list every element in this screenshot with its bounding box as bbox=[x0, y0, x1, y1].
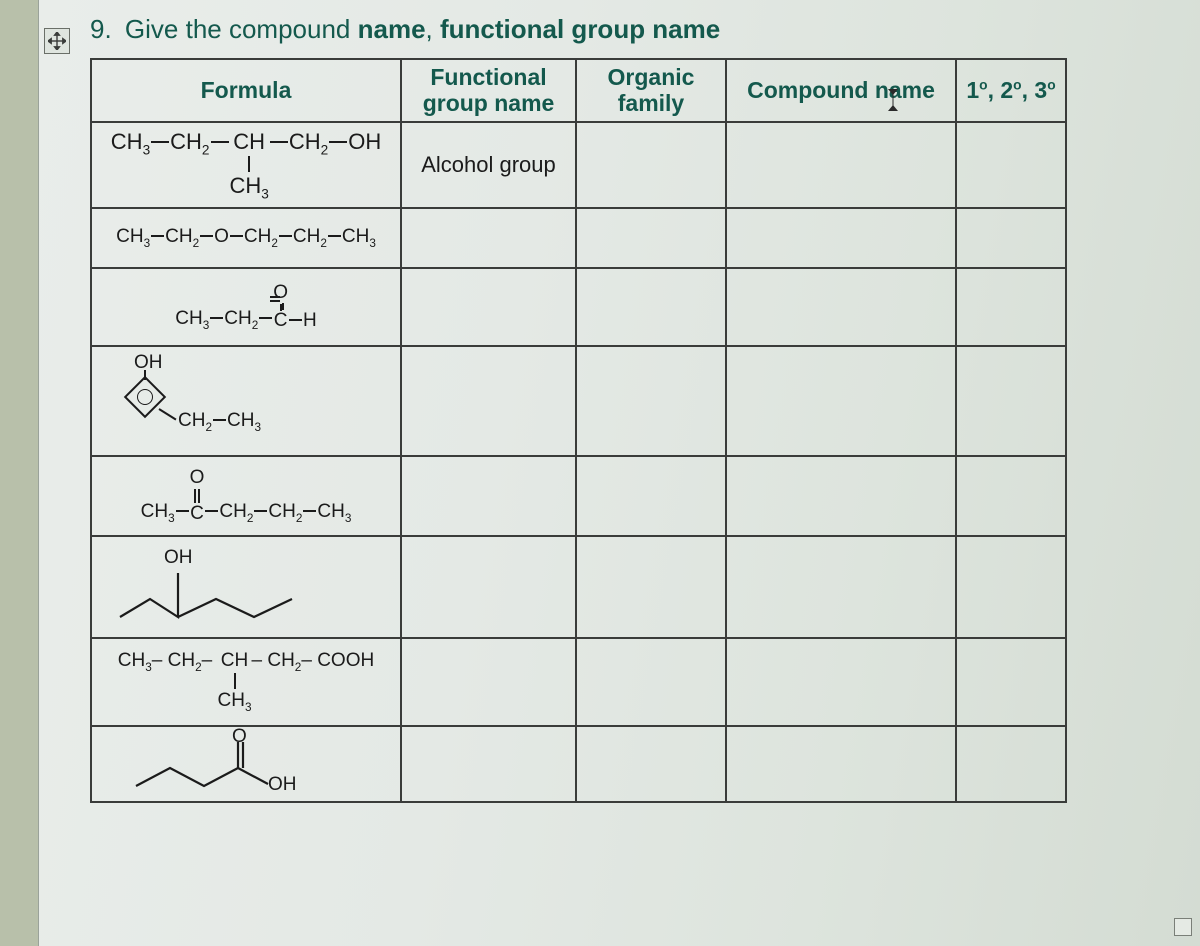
family-cell[interactable] bbox=[576, 456, 726, 536]
fg-cell[interactable] bbox=[401, 208, 576, 268]
table-row: CH3– CH2– CHCH3 – CH2– COOH bbox=[91, 638, 1066, 726]
compound-cell[interactable] bbox=[726, 268, 956, 346]
degree-cell[interactable] bbox=[956, 268, 1066, 346]
degree-cell[interactable] bbox=[956, 122, 1066, 208]
formula-2: CH3CH2OCH2CH2CH3 bbox=[98, 226, 394, 250]
compound-table: Formula Functional group name Organic fa… bbox=[90, 58, 1067, 803]
table-row: CH3CH2 O C H bbox=[91, 268, 1066, 346]
formula-cell: CH3– CH2– CHCH3 – CH2– COOH bbox=[91, 638, 401, 726]
fg-cell[interactable] bbox=[401, 268, 576, 346]
title-mid: , bbox=[426, 14, 440, 44]
compound-cell[interactable] bbox=[726, 536, 956, 638]
family-cell[interactable] bbox=[576, 346, 726, 456]
acid-oh: OH bbox=[268, 774, 297, 796]
resize-corner-icon[interactable] bbox=[1174, 918, 1192, 936]
fg-cell[interactable] bbox=[401, 726, 576, 802]
family-cell[interactable] bbox=[576, 536, 726, 638]
col-header-degree: 1o, 2o, 3o bbox=[956, 59, 1066, 122]
formula-cell: O OH bbox=[91, 726, 401, 802]
degree-cell[interactable] bbox=[956, 456, 1066, 536]
formula-cell: OH CH2CH3 bbox=[91, 346, 401, 456]
title-prefix: Give the compound bbox=[125, 14, 358, 44]
col-header-compound: Compound name bbox=[726, 59, 956, 122]
degree-cell[interactable] bbox=[956, 346, 1066, 456]
compound-cell[interactable] bbox=[726, 122, 956, 208]
fg-text-1: Alcohol group bbox=[421, 152, 556, 177]
compound-cell[interactable] bbox=[726, 208, 956, 268]
title-bold-name: name bbox=[358, 14, 426, 44]
table-header-row: Formula Functional group name Organic fa… bbox=[91, 59, 1066, 122]
move-handle-icon[interactable] bbox=[44, 28, 70, 54]
acid-o: O bbox=[232, 726, 247, 748]
col-header-family: Organic family bbox=[576, 59, 726, 122]
formula-cell: CH3CH2 CHCH3 CH2OH bbox=[91, 122, 401, 208]
formula-6: OH bbox=[108, 543, 318, 631]
fg-cell[interactable]: Alcohol group bbox=[401, 122, 576, 208]
degree-cell[interactable] bbox=[956, 536, 1066, 638]
col-header-fg-l1: Functional bbox=[430, 64, 546, 90]
fg-cell[interactable] bbox=[401, 638, 576, 726]
fg-cell[interactable] bbox=[401, 346, 576, 456]
col-header-fg: Functional group name bbox=[401, 59, 576, 122]
formula-8: O OH bbox=[128, 732, 328, 796]
family-cell[interactable] bbox=[576, 726, 726, 802]
formula-cell: OH bbox=[91, 536, 401, 638]
family-cell[interactable] bbox=[576, 638, 726, 726]
fg-cell[interactable] bbox=[401, 456, 576, 536]
compound-cell[interactable] bbox=[726, 456, 956, 536]
title-bold-fg: functional group name bbox=[440, 14, 720, 44]
table-row: CH3 O C CH2CH2CH3 bbox=[91, 456, 1066, 536]
formula-3: CH3CH2 O C H bbox=[175, 282, 317, 332]
col-header-fg-l2: group name bbox=[423, 90, 555, 116]
degree-cell[interactable] bbox=[956, 208, 1066, 268]
degree-cell[interactable] bbox=[956, 638, 1066, 726]
question-title: 9. Give the compound name, functional gr… bbox=[90, 14, 720, 45]
table-row: O OH bbox=[91, 726, 1066, 802]
formula-cell: CH3CH2 O C H bbox=[91, 268, 401, 346]
table-row: OH bbox=[91, 536, 1066, 638]
formula-cell: CH3CH2OCH2CH2CH3 bbox=[91, 208, 401, 268]
degree-cell[interactable] bbox=[956, 726, 1066, 802]
col-header-family-l1: Organic bbox=[608, 64, 695, 90]
family-cell[interactable] bbox=[576, 208, 726, 268]
formula-cell: CH3 O C CH2CH2CH3 bbox=[91, 456, 401, 536]
compound-cell[interactable] bbox=[726, 638, 956, 726]
text-cursor-icon bbox=[885, 90, 901, 110]
family-cell[interactable] bbox=[576, 122, 726, 208]
table-row: CH3CH2 CHCH3 CH2OH Alcohol group bbox=[91, 122, 1066, 208]
col-header-formula: Formula bbox=[91, 59, 401, 122]
formula-7: CH3– CH2– CHCH3 – CH2– COOH bbox=[118, 650, 374, 714]
fg-cell[interactable] bbox=[401, 536, 576, 638]
formula-4: OH CH2CH3 bbox=[108, 352, 288, 450]
family-cell[interactable] bbox=[576, 268, 726, 346]
formula-1: CH3CH2 CHCH3 CH2OH bbox=[98, 129, 394, 201]
formula-5: CH3 O C CH2CH2CH3 bbox=[141, 467, 352, 525]
table-row: CH3CH2OCH2CH2CH3 bbox=[91, 208, 1066, 268]
compound-cell[interactable] bbox=[726, 346, 956, 456]
question-number: 9. bbox=[90, 14, 112, 44]
col-header-family-l2: family bbox=[618, 90, 684, 116]
table-row: OH CH2CH3 bbox=[91, 346, 1066, 456]
compound-cell[interactable] bbox=[726, 726, 956, 802]
